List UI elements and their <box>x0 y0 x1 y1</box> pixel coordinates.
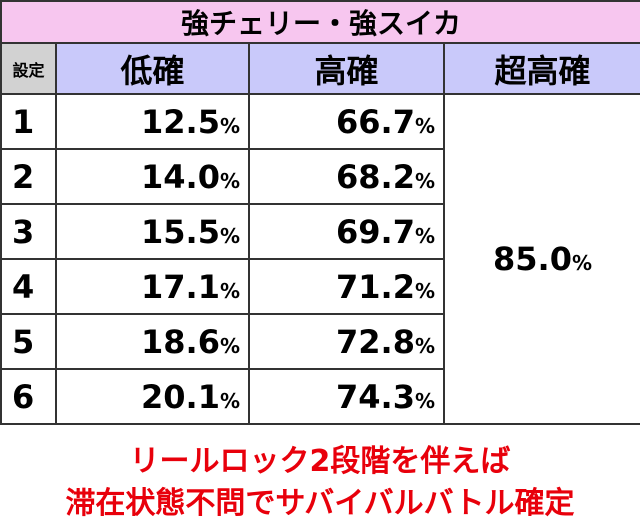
percent-unit: % <box>414 223 435 248</box>
setting-cell: 2 <box>0 148 57 205</box>
percent-value: 72.8 <box>336 322 415 361</box>
rate-cell: 68.2% <box>248 148 445 205</box>
percent-value: 12.5 <box>141 102 220 141</box>
percent-unit: % <box>414 168 435 193</box>
setting-cell: 3 <box>0 203 57 260</box>
header-cell: 高確 <box>248 42 445 95</box>
setting-cell: 4 <box>0 258 57 315</box>
percent-value: 15.5 <box>141 212 220 251</box>
rate-cell: 69.7% <box>248 203 445 260</box>
rate-cell: 72.8% <box>248 313 445 370</box>
rate-table: 強チェリー・強スイカ 設定 低確 高確 超高確 1 12.5% 66.7% 85.0%… <box>0 0 640 425</box>
percent-unit: % <box>219 388 240 413</box>
percent-value: 20.1 <box>141 377 220 416</box>
footer-line: リールロック2段階を伴えば <box>129 444 511 479</box>
setting-cell: 6 <box>0 368 57 425</box>
percent-value: 18.6 <box>141 322 220 361</box>
percent-unit: % <box>219 168 240 193</box>
rate-cell: 71.2% <box>248 258 445 315</box>
table-row: 1 12.5% 66.7% 85.0% <box>0 93 640 425</box>
percent-value: 69.7 <box>336 212 415 251</box>
percent-unit: % <box>571 251 592 275</box>
percent-value: 17.1 <box>141 267 220 306</box>
percent-unit: % <box>414 388 435 413</box>
percent-unit: % <box>219 223 240 248</box>
table-row: 6 20.1% 74.3% <box>0 368 640 425</box>
footer-line: 滞在状態不問でサバイバルバトル確定 <box>65 486 575 521</box>
table-row: 2 14.0% 68.2% <box>0 148 640 205</box>
rate-cell: 12.5% <box>55 93 250 150</box>
table-row: 3 15.5% 69.7% <box>0 203 640 260</box>
rate-cell: 15.5% <box>55 203 250 260</box>
setting-cell: 5 <box>0 313 57 370</box>
percent-value: 71.2 <box>336 267 415 306</box>
percent-unit: % <box>219 278 240 303</box>
percent-value: 74.3 <box>336 377 415 416</box>
percent-unit: % <box>414 113 435 138</box>
rate-cell: 18.6% <box>55 313 250 370</box>
percent-value: 68.2 <box>336 157 415 196</box>
header-cell: 設定 <box>0 42 57 95</box>
header-cell: 低確 <box>55 42 250 95</box>
percent-unit: % <box>414 278 435 303</box>
header-cell: 超高確 <box>442 42 640 95</box>
rate-cell: 66.7% <box>248 93 445 150</box>
percent-unit: % <box>219 333 240 358</box>
table-row: 5 18.6% 72.8% <box>0 313 640 370</box>
rate-cell: 17.1% <box>55 258 250 315</box>
percent-unit: % <box>414 333 435 358</box>
percent-value: 85.0 <box>493 240 572 278</box>
percent-value: 66.7 <box>336 102 415 141</box>
rate-cell: 14.0% <box>55 148 250 205</box>
rate-cell: 74.3% <box>248 368 445 425</box>
percent-unit: % <box>219 113 240 138</box>
setting-cell: 1 <box>0 93 57 150</box>
table-title: 強チェリー・強スイカ <box>0 0 640 44</box>
rate-cell: 20.1% <box>55 368 250 425</box>
table-row: 4 17.1% 71.2% <box>0 258 640 315</box>
super-rate-cell: 85.0% <box>442 93 640 425</box>
percent-value: 14.0 <box>141 157 220 196</box>
